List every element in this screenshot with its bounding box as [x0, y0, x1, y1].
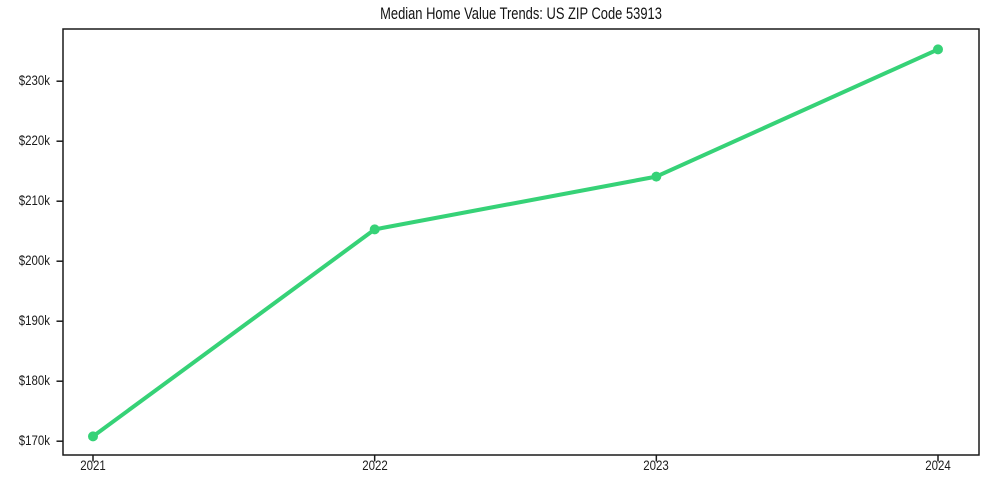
x-tick-label: 2022 — [361, 458, 388, 473]
data-point-marker — [651, 171, 662, 182]
chart-title: Median Home Value Trends: US ZIP Code 53… — [380, 4, 662, 23]
y-tick-label: $210k — [18, 193, 50, 209]
data-point-marker — [88, 431, 98, 442]
y-tick-label: $200k — [18, 253, 50, 269]
y-tick-label: $220k — [18, 133, 50, 149]
x-tick-label: 2024 — [925, 458, 951, 473]
data-point-marker — [369, 224, 380, 235]
y-tick-label: $180k — [18, 373, 50, 389]
x-tick-label: 2021 — [80, 458, 106, 473]
y-tick-label: $230k — [18, 73, 50, 89]
y-tick-label: $170k — [18, 433, 50, 449]
x-tick-label: 2023 — [643, 458, 670, 473]
y-tick-label: $190k — [18, 313, 50, 329]
trend-line — [91, 47, 940, 439]
data-point-marker — [933, 44, 943, 55]
